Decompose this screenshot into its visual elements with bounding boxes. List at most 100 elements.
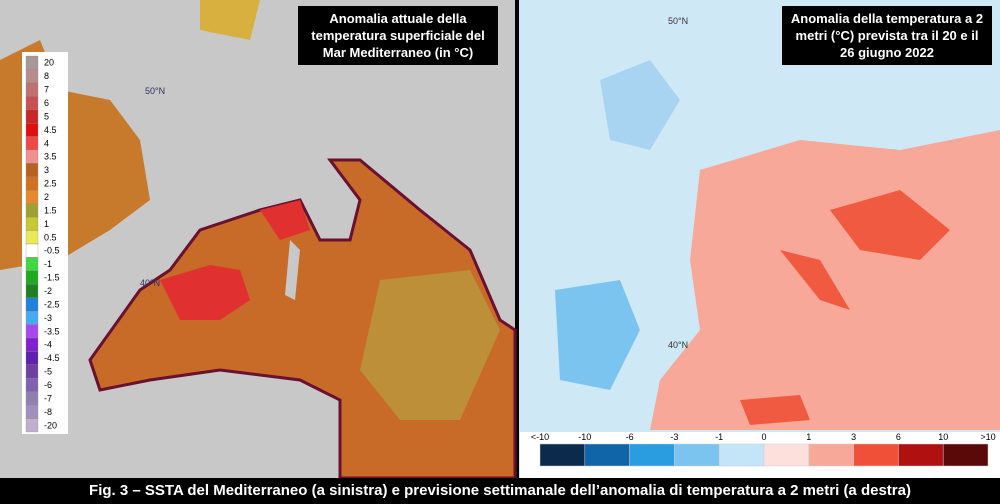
left-title: Anomalia attuale della temperatura super… [298,6,498,65]
legend-swatch [25,310,39,325]
north-sea [200,0,260,40]
warm-area [160,265,250,320]
right-title: Anomalia della temperatura a 2 metri (°C… [782,6,992,65]
cool-area [360,270,500,420]
hot-area [740,395,810,425]
legend-swatch [25,109,39,124]
legend-label: -2.5 [44,299,60,309]
legend-swatch [718,443,765,467]
lat-label: 50°N [668,16,688,26]
legend-label: 4 [44,138,49,148]
legend-label: -1 [44,259,52,269]
legend-label: -5 [44,367,52,377]
legend-swatch [25,55,39,70]
legend-swatch [25,122,39,137]
legend-label: -4 [44,340,52,350]
legend-label: -7 [44,393,52,403]
legend-swatch [25,351,39,366]
legend-label: -10 [578,432,591,442]
legend-swatch [25,69,39,84]
legend-label: -1 [715,432,723,442]
legend-label: -3 [670,432,678,442]
cool-area [555,280,640,390]
legend-label: 1 [806,432,811,442]
legend-label: 10 [938,432,948,442]
legend-label: -6 [626,432,634,442]
legend-swatch [25,96,39,110]
legend-swatch [25,284,39,298]
legend-swatch [25,190,39,204]
legend-label: 7 [44,85,49,95]
legend-label: 2 [44,192,49,202]
legend-swatch [898,443,944,467]
legend-label: -2 [44,286,52,296]
legend-label: 1.5 [44,205,57,215]
legend-label: -0.5 [44,246,60,256]
legend-label: 3 [851,432,856,442]
legend-swatch [25,243,39,258]
legend-label: 3.5 [44,152,57,162]
legend-swatch [25,176,39,191]
lat-label: 50°N [145,86,165,96]
legend: 20 8 7 6 5 4.5 4 3.5 3 2.5 2 1.5 1 0.5 -0.5 -1 -1.5 -2 -2.… [25,55,60,433]
legend-label: -4.5 [44,353,60,363]
legend: <-10 -10 -6 -3 -1 0 1 3 6 10 >10 [531,432,996,467]
right-map: <-10 -10 -6 -3 -1 0 1 3 6 10 >10 50°N 40°N [519,0,1000,478]
legend-label: 6 [896,432,901,442]
left-map: 20 8 7 6 5 4.5 4 3.5 3 2.5 2 1.5 1 0.5 -0.5 -1 -1.5 -2 -2.… [0,0,517,478]
legend-swatch [25,163,39,178]
legend-label: 1 [44,219,49,229]
cool-area [600,60,680,150]
legend-swatch [25,418,39,433]
legend-label: 6 [44,98,49,108]
legend-label: -1.5 [44,273,60,283]
legend-label: 0 [761,432,766,442]
legend-swatch [25,230,39,245]
legend-label: 3 [44,165,49,175]
legend-label: -6 [44,380,52,390]
hot-area [830,190,950,260]
legend-swatch [25,82,39,97]
legend-label: -3.5 [44,326,60,336]
legend-label: 5 [44,111,49,121]
legend-swatch [25,203,39,218]
legend-label: -8 [44,407,52,417]
legend-swatch [25,149,39,164]
legend-swatch [808,443,854,467]
legend-swatch [25,270,39,285]
legend-label: 0.5 [44,232,57,242]
legend-label: >10 [980,432,995,442]
lat-label: 40°N [668,340,688,350]
island [285,240,300,300]
legend-swatch [25,337,39,352]
legend-swatch [25,364,39,379]
legend-label: -3 [44,313,52,323]
legend-swatch [25,324,39,339]
legend-swatch [539,443,586,467]
warm-area [260,200,310,240]
legend-swatch [763,443,810,467]
legend-swatch [584,443,630,467]
legend-label: 2.5 [44,179,57,189]
legend-swatch [942,443,989,467]
legend-swatch [25,257,39,272]
legend-label: <-10 [531,432,549,442]
maps: 20 8 7 6 5 4.5 4 3.5 3 2.5 2 1.5 1 0.5 -0.5 -1 -1.5 -2 -2.… [0,0,1000,478]
legend-swatch [25,378,39,392]
legend-swatch [25,404,39,419]
caption: Fig. 3 – SSTA del Mediterraneo (a sinist… [89,482,911,499]
legend-swatch [674,443,720,467]
legend-label: 8 [44,71,49,81]
legend-swatch [853,443,899,467]
legend-label: -20 [44,420,57,430]
legend-label: 4.5 [44,125,57,135]
lat-label: 40°N [140,278,160,288]
legend-swatch [25,136,39,151]
legend-swatch [629,443,675,467]
legend-swatch [25,297,39,312]
legend-swatch [25,391,39,406]
legend-label: 20 [44,58,54,68]
hot-area [780,250,850,310]
legend-swatch [25,216,39,231]
